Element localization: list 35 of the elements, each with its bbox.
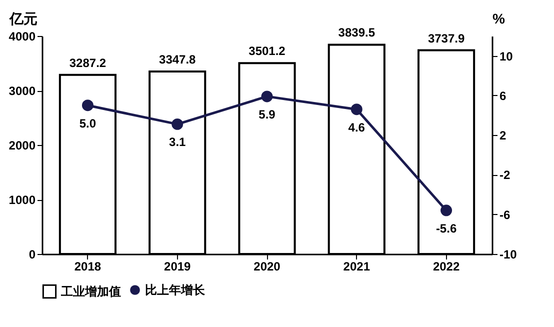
x-tick-label: 2021 xyxy=(343,260,370,274)
data-label: 3347.8 xyxy=(159,52,196,67)
point xyxy=(172,118,184,130)
point xyxy=(350,104,362,116)
data-label: 3.1 xyxy=(169,135,186,150)
y-tick-label: 3000 xyxy=(8,84,36,98)
y2-tick-label: 6 xyxy=(500,88,506,103)
y2-tick-label: -10 xyxy=(500,248,518,262)
data-label: -5.6 xyxy=(436,221,457,236)
x-tick-label: 2022 xyxy=(432,260,460,274)
y-tick-label: 1000 xyxy=(8,193,36,207)
y-axis-title: 亿元 xyxy=(8,10,38,26)
y-tick-label: 4000 xyxy=(8,30,36,44)
data-label: 3501.2 xyxy=(248,44,286,58)
x-tick-label: 2018 xyxy=(74,260,102,274)
data-label: 4.6 xyxy=(348,120,366,134)
x-tick-label: 2020 xyxy=(254,260,281,274)
legend-label: 比上年增长 xyxy=(145,283,206,297)
y2-tick-label: 10 xyxy=(500,49,514,64)
data-label: 5.9 xyxy=(258,107,276,122)
y-tick-label: 2000 xyxy=(8,138,36,152)
legend-label: 工业增加值 xyxy=(60,284,121,298)
y2-tick-label: 2 xyxy=(500,128,506,143)
point xyxy=(261,90,273,102)
point xyxy=(82,100,94,112)
y2-tick-label: -6 xyxy=(500,208,510,222)
data-label: 5.0 xyxy=(79,116,96,130)
point xyxy=(440,204,452,216)
y2-axis-title: % xyxy=(492,10,506,26)
x-tick-label: 2019 xyxy=(164,260,192,274)
data-label: 3737.9 xyxy=(428,31,465,46)
y2-tick-label: -2 xyxy=(500,168,510,182)
y-tick-label: 0 xyxy=(28,248,36,262)
data-label: 3839.5 xyxy=(338,26,376,40)
data-label: 3287.2 xyxy=(69,56,106,70)
